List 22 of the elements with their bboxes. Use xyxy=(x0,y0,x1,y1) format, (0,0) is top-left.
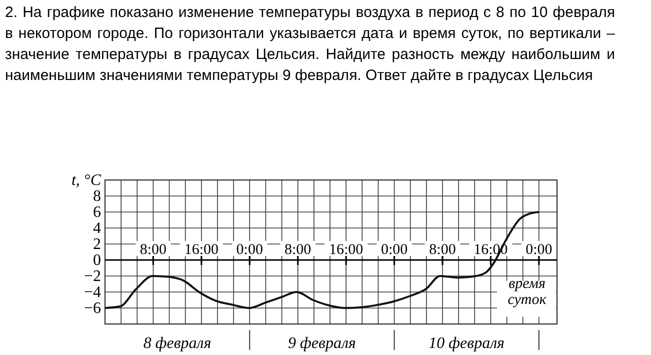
y-tick-label: −6 xyxy=(84,300,101,317)
x-tick-label: 16:00 xyxy=(328,242,364,258)
y-tick-label: −2 xyxy=(84,268,101,285)
x-axis-title: время суток xyxy=(508,276,548,308)
x-tick-label: 8:00 xyxy=(284,242,312,258)
y-tick-label: 6 xyxy=(93,204,101,221)
x-tick-label: 8:00 xyxy=(140,242,167,258)
x-tick-label: 0:00 xyxy=(236,242,263,258)
x-tick-label: 0:00 xyxy=(526,242,552,258)
chart-title: 2. На графике показано изменение температуры воздуха в период с 8 по 10 февраля в некотором городе. По горизонтали указывается дата и время суток, по вертикали – значение температуры в градусах Цельсия. Найдите разность между наибольшим и наименьшим значениями температуры 9 февраля. Ответ дайте в градусах Цельсия xyxy=(5,3,615,86)
y-tick-label: 0 xyxy=(93,252,101,269)
y-tick-label: −4 xyxy=(84,284,101,301)
text: 10 февраля xyxy=(428,335,505,352)
y-tick-label: 2 xyxy=(93,236,101,253)
text: 8 февраля xyxy=(143,335,212,352)
x-tick-label: 8:00 xyxy=(429,242,456,258)
x-tick-label: 0:00 xyxy=(380,242,408,258)
y-tick-label: 8 xyxy=(93,188,101,205)
y-axis-title: t, °C xyxy=(71,172,102,189)
x-tick-label: 16:00 xyxy=(184,242,219,258)
y-tick-label: 4 xyxy=(93,220,101,237)
text: 9 февраля xyxy=(288,335,356,352)
